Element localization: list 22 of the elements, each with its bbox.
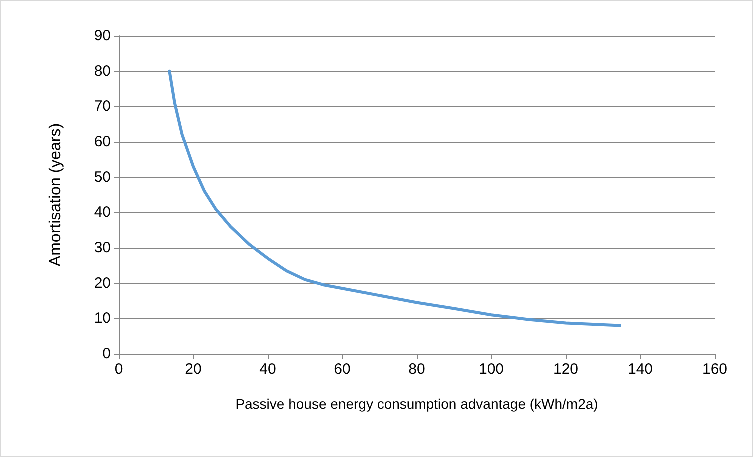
y-tick-label: 60 bbox=[94, 134, 111, 150]
x-axis-title: Passive house energy consumption advantage (kWh/m2a) bbox=[236, 396, 598, 412]
x-tick-label: 120 bbox=[553, 361, 579, 378]
y-tick-label: 70 bbox=[94, 98, 111, 116]
x-tick-label: 60 bbox=[334, 361, 351, 378]
y-tick-label: 10 bbox=[94, 310, 111, 328]
x-tick-label: 80 bbox=[408, 361, 426, 378]
x-tick-label: 160 bbox=[702, 361, 728, 378]
y-axis-title: Amortisation (years) bbox=[48, 123, 64, 267]
x-tick-label: 20 bbox=[185, 361, 202, 378]
x-tick-label: 40 bbox=[260, 361, 276, 378]
y-tick-label: 20 bbox=[94, 274, 111, 292]
x-tick-label: 0 bbox=[114, 361, 124, 378]
x-tick-label: 100 bbox=[478, 361, 504, 378]
y-tick-label: 50 bbox=[94, 168, 111, 186]
line-series bbox=[168, 70, 622, 328]
x-tick-label: 140 bbox=[628, 361, 654, 378]
y-tick-label: 90 bbox=[94, 28, 111, 44]
y-tick-label: 0 bbox=[102, 346, 111, 362]
y-tick-label: 80 bbox=[94, 62, 111, 80]
y-tick-label: 30 bbox=[94, 240, 111, 256]
y-tick-label: 40 bbox=[94, 204, 111, 222]
